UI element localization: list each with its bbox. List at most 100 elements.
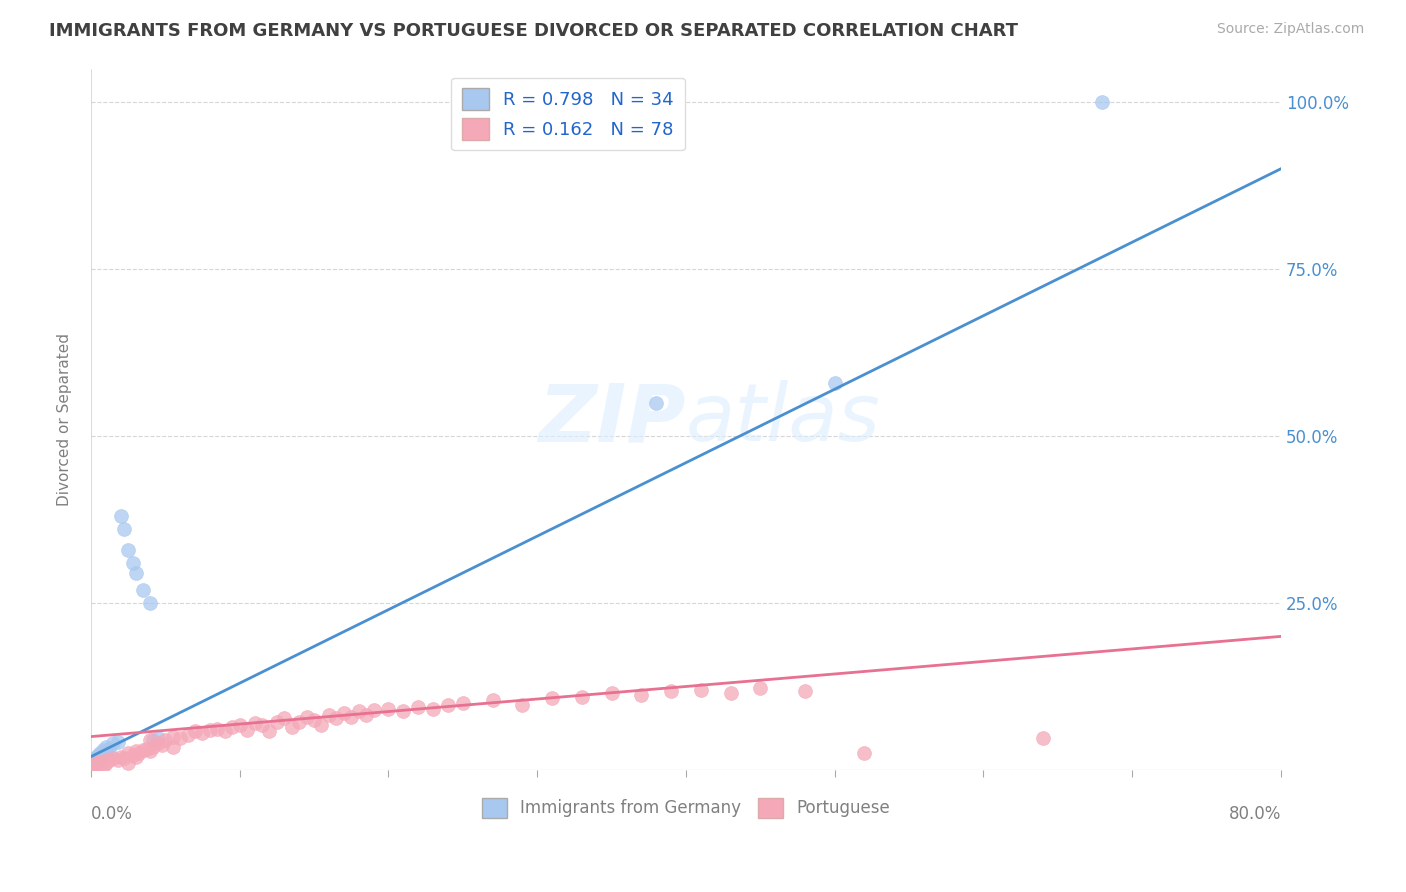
Point	[392, 704, 415, 718]
Point	[94, 744, 117, 758]
Point	[630, 688, 652, 702]
Point	[91, 747, 114, 761]
Point	[121, 556, 143, 570]
Point	[87, 748, 110, 763]
Point	[142, 733, 165, 747]
Point	[645, 395, 668, 409]
Point	[1032, 731, 1054, 745]
Point	[347, 704, 370, 718]
Point	[82, 756, 104, 771]
Point	[139, 596, 162, 610]
Point	[107, 753, 129, 767]
Text: Source: ZipAtlas.com: Source: ZipAtlas.com	[1216, 22, 1364, 37]
Point	[132, 743, 155, 757]
Point	[689, 682, 711, 697]
Point	[97, 753, 120, 767]
Point	[83, 757, 105, 772]
Point	[281, 720, 304, 734]
Point	[139, 733, 162, 747]
Text: ZIP: ZIP	[538, 380, 686, 458]
Point	[90, 756, 112, 771]
Point	[93, 757, 115, 772]
Point	[89, 747, 111, 761]
Point	[422, 701, 444, 715]
Point	[302, 713, 325, 727]
Text: 0.0%: 0.0%	[91, 805, 132, 823]
Point	[720, 686, 742, 700]
Point	[83, 753, 105, 767]
Point	[191, 726, 214, 740]
Point	[377, 701, 399, 715]
Point	[155, 733, 177, 747]
Point	[571, 690, 593, 704]
Point	[162, 739, 184, 754]
Point	[340, 709, 363, 723]
Point	[91, 743, 114, 757]
Point	[333, 706, 356, 721]
Text: IMMIGRANTS FROM GERMANY VS PORTUGUESE DIVORCED OR SEPARATED CORRELATION CHART: IMMIGRANTS FROM GERMANY VS PORTUGUESE DI…	[49, 22, 1018, 40]
Point	[84, 756, 107, 771]
Point	[162, 730, 184, 744]
Point	[89, 751, 111, 765]
Point	[94, 756, 117, 771]
Text: atlas: atlas	[686, 380, 880, 458]
Point	[128, 747, 150, 761]
Point	[117, 756, 139, 771]
Point	[266, 714, 288, 729]
Point	[91, 755, 114, 769]
Point	[406, 699, 429, 714]
Point	[82, 759, 104, 773]
Point	[110, 509, 132, 524]
Point	[86, 749, 108, 764]
Point	[132, 582, 155, 597]
Point	[112, 523, 135, 537]
Point	[84, 759, 107, 773]
Point	[749, 681, 772, 696]
Point	[363, 703, 385, 717]
Point	[86, 756, 108, 771]
Point	[146, 736, 169, 750]
Point	[437, 698, 460, 712]
Point	[184, 724, 207, 739]
Point	[84, 751, 107, 765]
Text: 80.0%: 80.0%	[1229, 805, 1281, 823]
Point	[176, 728, 198, 742]
Point	[117, 747, 139, 761]
Point	[273, 711, 295, 725]
Point	[121, 748, 143, 763]
Point	[110, 749, 132, 764]
Point	[824, 376, 846, 390]
Point	[87, 757, 110, 772]
Point	[87, 753, 110, 767]
Point	[83, 755, 105, 769]
Point	[794, 684, 817, 698]
Point	[318, 708, 340, 723]
Point	[1091, 95, 1114, 109]
Point	[243, 716, 266, 731]
Point	[250, 717, 273, 731]
Point	[288, 714, 311, 729]
Point	[136, 741, 159, 756]
Point	[94, 753, 117, 767]
Point	[311, 717, 333, 731]
Point	[214, 724, 236, 739]
Point	[139, 744, 162, 758]
Point	[236, 723, 259, 737]
Point	[510, 698, 533, 712]
Point	[198, 723, 221, 737]
Point	[451, 696, 474, 710]
Point	[82, 757, 104, 772]
Point	[659, 684, 682, 698]
Point	[228, 717, 250, 731]
Point	[124, 566, 146, 580]
Point	[103, 751, 125, 765]
Point	[169, 731, 191, 745]
Point	[83, 757, 105, 772]
Point	[86, 755, 108, 769]
Point	[221, 720, 243, 734]
Point	[124, 744, 146, 758]
Point	[103, 736, 125, 750]
Point	[89, 755, 111, 769]
Point	[90, 749, 112, 764]
Point	[207, 722, 229, 736]
